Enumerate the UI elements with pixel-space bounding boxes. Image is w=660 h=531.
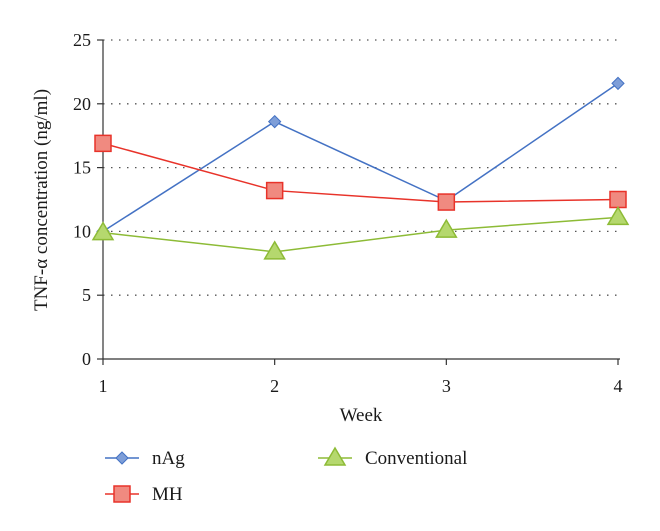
x-tick-label: 1 <box>99 376 108 396</box>
x-tick-label: 4 <box>614 376 623 396</box>
axes <box>102 40 620 360</box>
y-axis-title: TNF-α concentration (ng/ml) <box>31 89 52 311</box>
x-axis-title: Week <box>340 405 383 426</box>
legend-marker-nag <box>115 451 129 465</box>
ticks: 0 5 10 15 20 25 1 2 3 4 <box>73 30 623 396</box>
data-point-mh <box>609 190 627 209</box>
series-line-conventional <box>102 216 619 253</box>
y-tick-label: 25 <box>73 30 91 50</box>
data-point-conventional <box>435 218 458 238</box>
legend: nAg MH Conventional <box>105 446 467 505</box>
y-tick-label: 20 <box>73 94 91 114</box>
legend-label: Conventional <box>365 448 467 469</box>
data-point-nag <box>611 76 625 91</box>
legend-marker-conventional <box>323 446 347 466</box>
x-tick-label: 2 <box>270 376 279 396</box>
legend-item-nag: nAg <box>105 448 185 469</box>
series-line-nag <box>102 82 619 233</box>
legend-marker-mh <box>113 485 131 503</box>
data-point-conventional <box>606 205 630 226</box>
data-point-conventional <box>91 221 115 241</box>
grid-lines <box>103 39 618 296</box>
y-tick-label: 15 <box>73 158 91 178</box>
data-point-mh <box>265 181 284 200</box>
y-tick-label: 5 <box>82 285 91 305</box>
data-point-mh <box>437 193 456 211</box>
legend-item-mh: MH <box>105 484 183 505</box>
y-tick-label: 10 <box>73 221 91 241</box>
y-tick-label: 0 <box>82 349 91 369</box>
x-tick-label: 3 <box>442 376 451 396</box>
series-markers <box>91 76 630 260</box>
series-line-mh <box>102 142 619 203</box>
data-point-mh <box>94 134 112 153</box>
data-point-conventional <box>263 240 286 260</box>
legend-label: MH <box>152 484 183 505</box>
legend-item-conventional: Conventional <box>318 446 467 469</box>
legend-label: nAg <box>152 448 185 469</box>
data-point-nag <box>267 114 282 129</box>
series-lines <box>102 82 619 253</box>
